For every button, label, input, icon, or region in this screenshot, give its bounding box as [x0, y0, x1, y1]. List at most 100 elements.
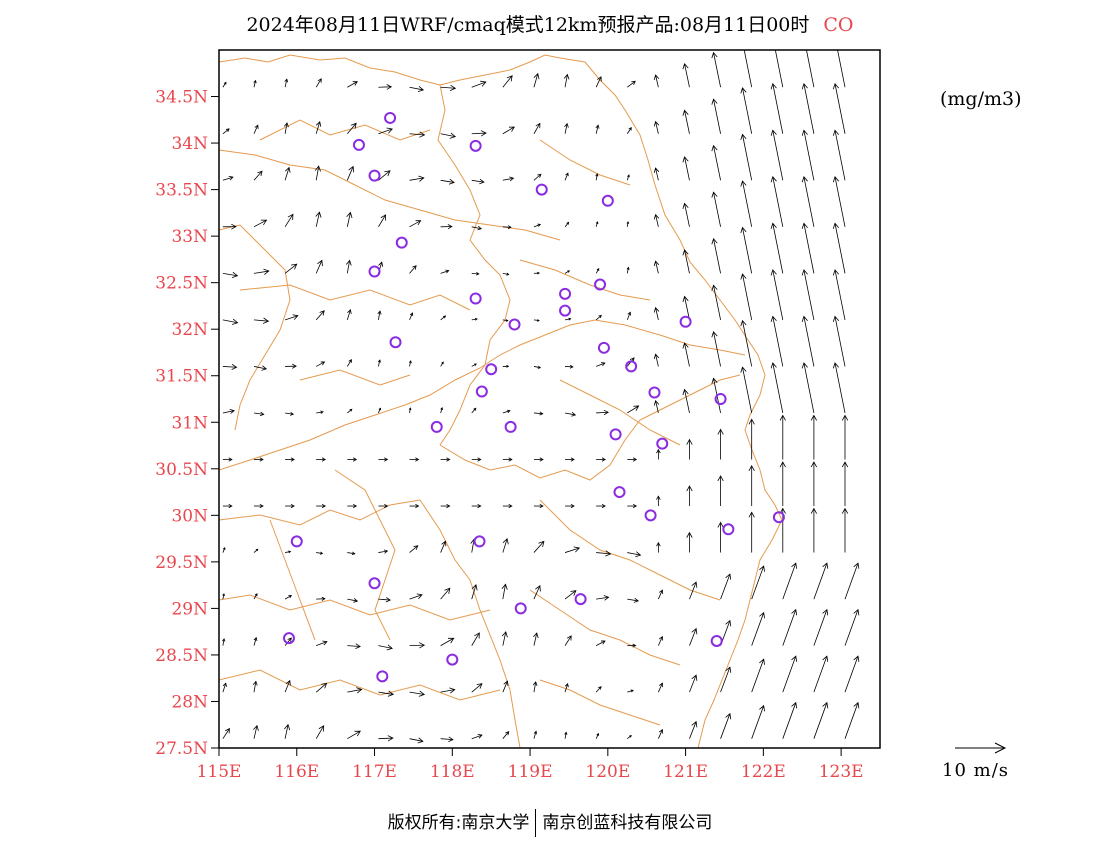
wind-arrow — [253, 79, 257, 88]
station-marker — [368, 169, 381, 182]
wind-arrow — [682, 342, 690, 367]
lon-tick-label: 117E — [352, 762, 397, 782]
lat-tick-label: 28N — [171, 692, 208, 712]
wind-arrow — [253, 503, 264, 509]
wind-arrow — [751, 565, 765, 600]
wind-arrow — [440, 637, 455, 646]
lat-tick-label: 31N — [171, 413, 208, 433]
wind-arrow — [316, 410, 324, 414]
wind-arrow — [711, 51, 721, 88]
wind-arrow — [315, 211, 322, 227]
wind-arrow — [626, 221, 630, 227]
wind-arrow — [711, 284, 721, 320]
wind-arrow — [378, 457, 389, 462]
wind-arrow — [471, 457, 482, 462]
wind-arrow — [564, 221, 570, 228]
wind-arrow — [440, 178, 455, 185]
wind-arrow — [813, 608, 829, 646]
wind-arrow — [653, 399, 660, 414]
wind-arrow — [564, 590, 577, 600]
wind-arrow — [471, 632, 480, 646]
wind-arrow — [782, 608, 798, 646]
station-marker — [722, 523, 735, 536]
wind-arrow — [502, 319, 509, 322]
wind-arrow — [346, 211, 353, 227]
wind-arrow — [502, 364, 510, 368]
wind-arrow — [564, 270, 571, 274]
station-marker — [352, 138, 365, 151]
station-marker — [290, 535, 303, 548]
wind-arrow — [595, 268, 600, 274]
wind-arrow — [440, 361, 444, 367]
wind-arrow — [222, 727, 230, 739]
north-border — [219, 54, 561, 86]
wind-arrow — [222, 81, 227, 88]
wind-arrow — [409, 642, 426, 649]
wind-arrow — [346, 309, 352, 321]
wind-arrow — [502, 537, 509, 553]
wind-arrow — [471, 178, 485, 185]
wind-arrow — [832, 315, 846, 367]
wind-arrow — [253, 268, 270, 275]
station-marker — [710, 634, 723, 647]
wind-arrow — [686, 438, 693, 460]
wind-arrow — [682, 295, 690, 320]
wind-arrow — [801, 362, 815, 414]
wind-arrow — [717, 475, 724, 507]
wind-arrow — [832, 362, 846, 414]
wind-arrow — [378, 690, 395, 697]
wind-arrow — [253, 170, 263, 181]
wind-arrow — [222, 223, 237, 230]
wind-arrow — [682, 388, 690, 414]
wind-arrow — [832, 129, 846, 181]
wind-arrow — [801, 315, 815, 367]
wind-arrow — [222, 271, 239, 279]
wind-arrow — [440, 587, 451, 600]
wind-arrow — [627, 405, 640, 414]
wind-arrow — [844, 608, 860, 646]
wind-arrow — [378, 735, 394, 742]
wind-arrow — [347, 687, 363, 694]
wind-arrow — [440, 457, 451, 462]
wind-arrow — [564, 411, 577, 417]
footer-left: 版权所有:南京大学 — [387, 813, 530, 833]
wind-arrow — [285, 503, 295, 509]
wind-arrow — [253, 365, 268, 371]
wind-arrow — [253, 411, 265, 417]
wind-arrow — [626, 174, 630, 181]
wind-arrow — [502, 75, 513, 88]
wind-arrow — [533, 365, 542, 369]
wind-arrow — [689, 581, 698, 600]
chart-title: 2024年08月11日WRF/cmaq模式12km预报产品:08月11日00时 C… — [0, 10, 1100, 37]
wind-arrow — [316, 551, 324, 555]
wind-arrow — [502, 176, 515, 182]
latitude-axis: 27.5N 28N 28.5N 29N 29.5N 30N 30.5N 31N 31.5N 32N… — [155, 88, 219, 759]
wind-arrow — [440, 224, 453, 230]
wind-arrow — [378, 170, 391, 181]
wind-arrow — [347, 730, 361, 740]
wind-arrow — [222, 128, 230, 135]
wind-arrow — [315, 310, 325, 321]
wind-arrow — [346, 359, 352, 367]
wind-arrow — [656, 448, 661, 460]
wind-arrow — [533, 457, 544, 462]
station-marker — [601, 194, 614, 207]
wind-arrow — [440, 269, 450, 274]
wind-arrow — [253, 636, 258, 646]
wind-arrow — [782, 562, 798, 600]
wind-arrow — [471, 363, 477, 367]
wind-arrow — [770, 362, 784, 414]
lon-tick-label: 120E — [585, 762, 630, 782]
wind-arrow — [595, 640, 606, 646]
wind-arrow — [316, 361, 326, 367]
wind-arrow — [314, 165, 321, 181]
station-marker — [282, 632, 295, 645]
wind-arrow — [813, 562, 829, 600]
monitoring-stations — [282, 111, 785, 683]
station-marker — [574, 593, 587, 606]
lat-tick-label: 34N — [171, 134, 208, 154]
wind-arrow — [740, 226, 753, 274]
wind-arrow — [378, 503, 389, 509]
wind-arrow — [347, 551, 356, 556]
wind-arrow — [564, 172, 569, 181]
